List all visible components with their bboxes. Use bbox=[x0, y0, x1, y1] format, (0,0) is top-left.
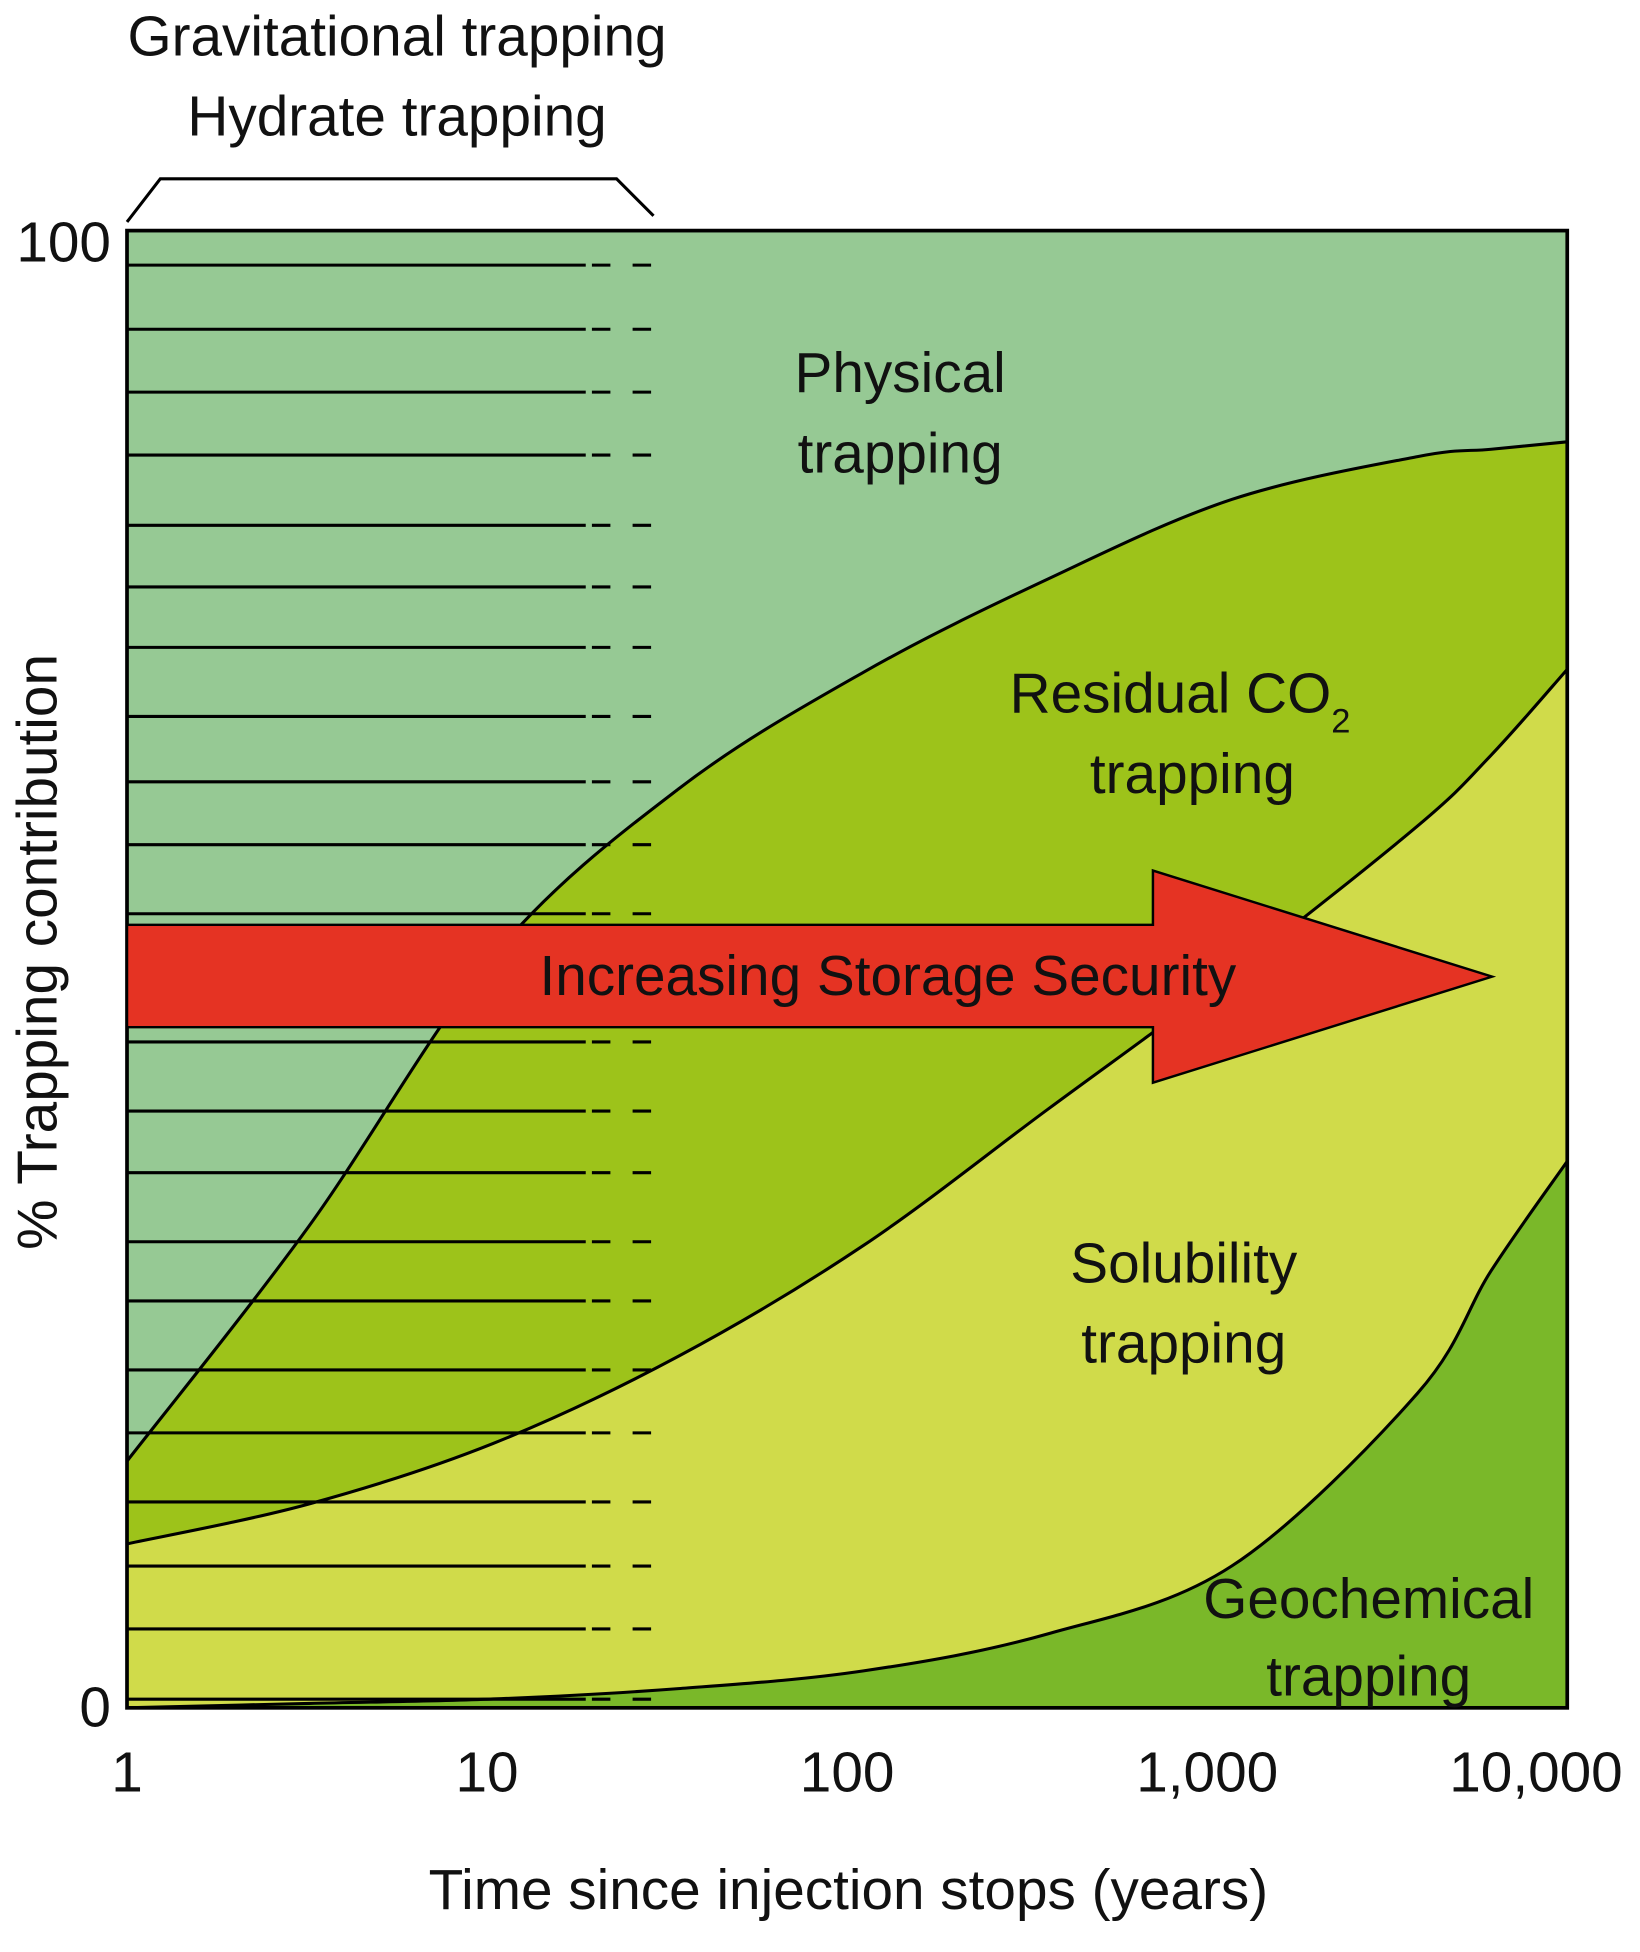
label-residual-main: Residual CO bbox=[1010, 663, 1332, 726]
x-tick-labels: 1 10 100 1,000 10,000 bbox=[111, 1742, 1623, 1805]
label-residual-sub: 2 bbox=[1331, 702, 1350, 740]
x-tick-label: 10,000 bbox=[1449, 1742, 1622, 1805]
area-solubility bbox=[127, 669, 1568, 1708]
y-axis-label: % Trapping contribution bbox=[7, 654, 70, 1250]
boundary-curves bbox=[125, 440, 1569, 1710]
label-residual-1: Residual CO2 bbox=[1010, 663, 1351, 741]
label-physical-2: trapping bbox=[798, 422, 1003, 485]
area-geochemical bbox=[127, 1161, 1568, 1708]
x-tick-label: 100 bbox=[800, 1742, 895, 1805]
bracket bbox=[125, 177, 655, 223]
y-tick-100: 100 bbox=[16, 211, 111, 274]
x-tick-label: 1 bbox=[111, 1742, 143, 1805]
x-tick-label: 10 bbox=[456, 1742, 519, 1805]
bracket-label-hydrate: Hydrate trapping bbox=[187, 86, 606, 149]
bracket-label-gravitational: Gravitational trapping bbox=[127, 6, 666, 69]
label-solubility-2: trapping bbox=[1081, 1313, 1286, 1376]
x-axis-label: Time since injection stops (years) bbox=[429, 1859, 1269, 1922]
label-physical-1: Physical bbox=[795, 342, 1006, 405]
label-residual-2: trapping bbox=[1090, 743, 1295, 806]
y-tick-0: 0 bbox=[79, 1676, 111, 1739]
label-geochemical-1: Geochemical bbox=[1203, 1568, 1534, 1631]
label-geochemical-2: trapping bbox=[1266, 1646, 1471, 1709]
security-arrow bbox=[125, 868, 1497, 1085]
label-solubility-1: Solubility bbox=[1070, 1232, 1298, 1295]
arrow-label: Increasing Storage Security bbox=[539, 945, 1236, 1008]
boundary-geochemical bbox=[126, 1160, 1569, 1710]
x-tick-label: 1,000 bbox=[1136, 1742, 1278, 1805]
boundary-solubility bbox=[126, 668, 1569, 1546]
gravitational-hatch-lines bbox=[127, 263, 652, 1701]
boundary-residual bbox=[125, 440, 1568, 1463]
